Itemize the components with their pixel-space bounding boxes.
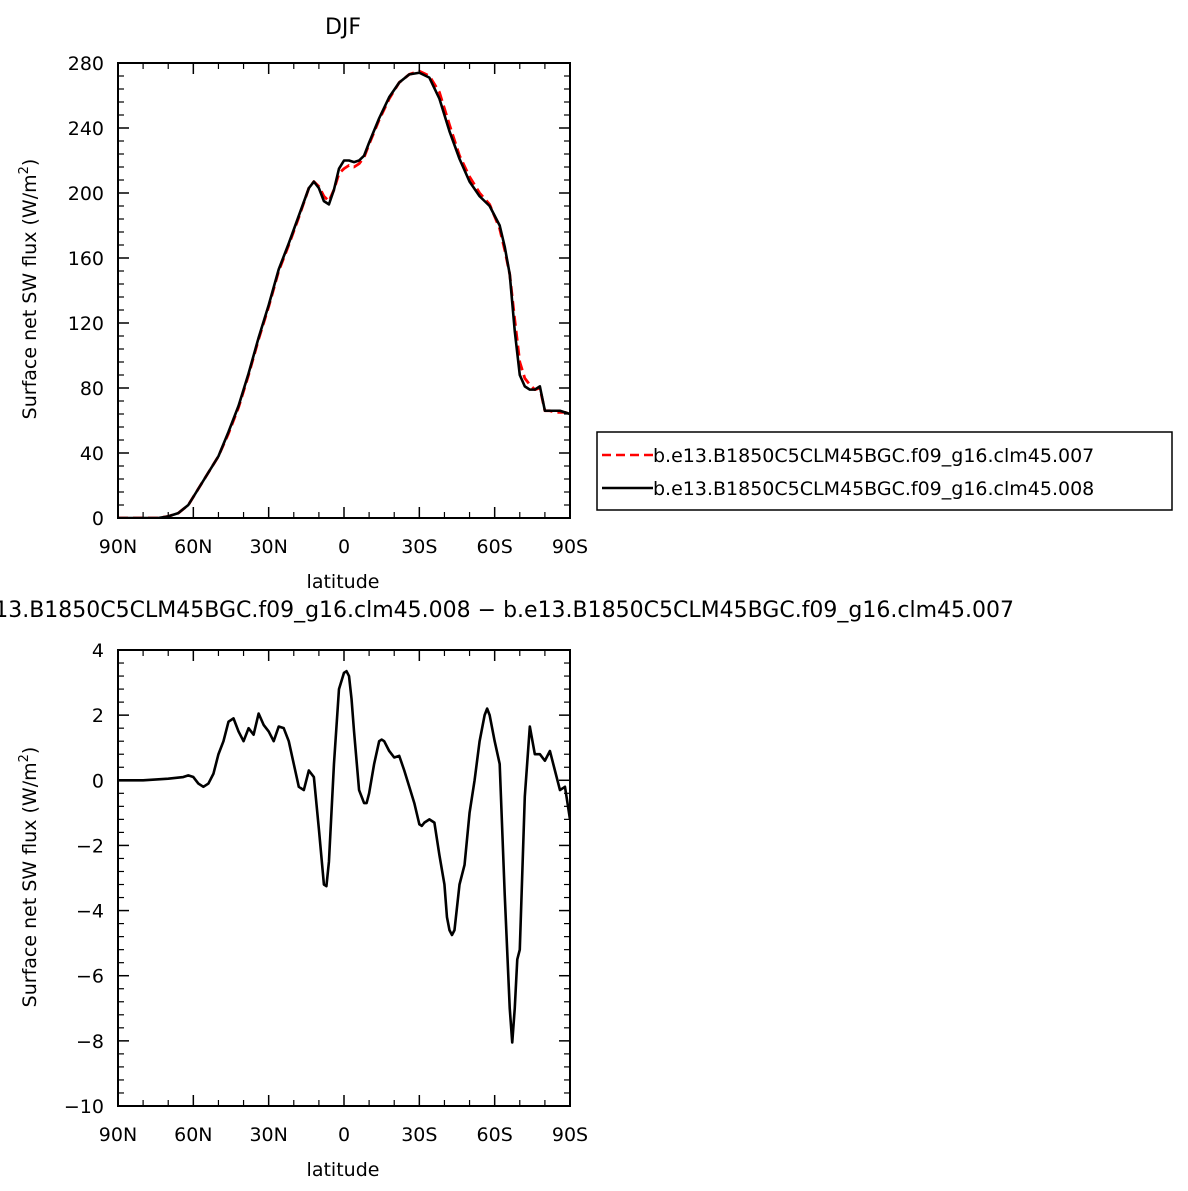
top-x-tick-label: 90S	[552, 536, 588, 558]
top-series-line-1	[118, 71, 570, 518]
bottom-x-tick-label: 60N	[174, 1124, 212, 1146]
top-y-axis-title: Surface net SW flux (W/m2)	[17, 159, 41, 420]
top-y-tick-label: 120	[68, 313, 104, 335]
top-chart-panel: DJF latitude Surface net SW flux (W/m2) …	[17, 15, 588, 593]
legend-label-series-008: b.e13.B1850C5CLM45BGC.f09_g16.clm45.008	[653, 478, 1094, 500]
bottom-x-axis-title: latitude	[307, 1159, 380, 1181]
top-chart-title: DJF	[325, 15, 361, 40]
legend-label-series-007: b.e13.B1850C5CLM45BGC.f09_g16.clm45.007	[653, 445, 1094, 467]
top-y-tick-label: 240	[68, 118, 104, 140]
bottom-chart-panel: latitude Surface net SW flux (W/m2) 90N 6…	[0, 598, 1014, 1181]
bottom-x-tick-label: 90N	[99, 1124, 137, 1146]
bottom-chart-title: b.e13.B1850C5CLM45BGC.f09_g16.clm45.008 …	[0, 598, 1014, 623]
top-y-tick-label: 200	[68, 183, 104, 205]
top-x-tick-label: 30S	[401, 536, 437, 558]
bottom-y-tick-label: −4	[76, 901, 104, 923]
legend-box	[596, 431, 1173, 511]
bottom-x-tick-label: 0	[338, 1124, 350, 1146]
bottom-y-tick-label: −10	[64, 1096, 104, 1118]
top-x-axis-title: latitude	[307, 571, 380, 593]
bottom-y-tick-label: −6	[76, 966, 104, 988]
bottom-series-line-0	[118, 669, 570, 1044]
top-x-tick-label: 30N	[249, 536, 287, 558]
bottom-x-tick-label: 30N	[249, 1124, 287, 1146]
bottom-y-tick-label: −2	[76, 835, 104, 857]
bottom-y-tick-label: 0	[92, 770, 104, 792]
top-x-tick-label: 60S	[477, 536, 513, 558]
legend: b.e13.B1850C5CLM45BGC.f09_g16.clm45.007 …	[596, 431, 1173, 511]
top-x-tick-label: 90N	[99, 536, 137, 558]
top-x-tick-label: 0	[338, 536, 350, 558]
bottom-y-tick-label: 4	[92, 640, 104, 662]
top-y-tick-label: 40	[80, 443, 104, 465]
bottom-y-tick-label: 2	[92, 705, 104, 727]
top-y-tick-label: 160	[68, 248, 104, 270]
bottom-x-tick-label: 90S	[552, 1124, 588, 1146]
top-y-tick-label: 280	[68, 53, 104, 75]
top-y-tick-label: 0	[92, 508, 104, 530]
bottom-x-tick-label: 30S	[401, 1124, 437, 1146]
top-y-tick-label: 80	[80, 378, 104, 400]
bottom-y-tick-label: −8	[76, 1031, 104, 1053]
top-x-tick-label: 60N	[174, 536, 212, 558]
bottom-y-axis-title: Surface net SW flux (W/m2)	[17, 747, 41, 1008]
bottom-x-tick-label: 60S	[477, 1124, 513, 1146]
